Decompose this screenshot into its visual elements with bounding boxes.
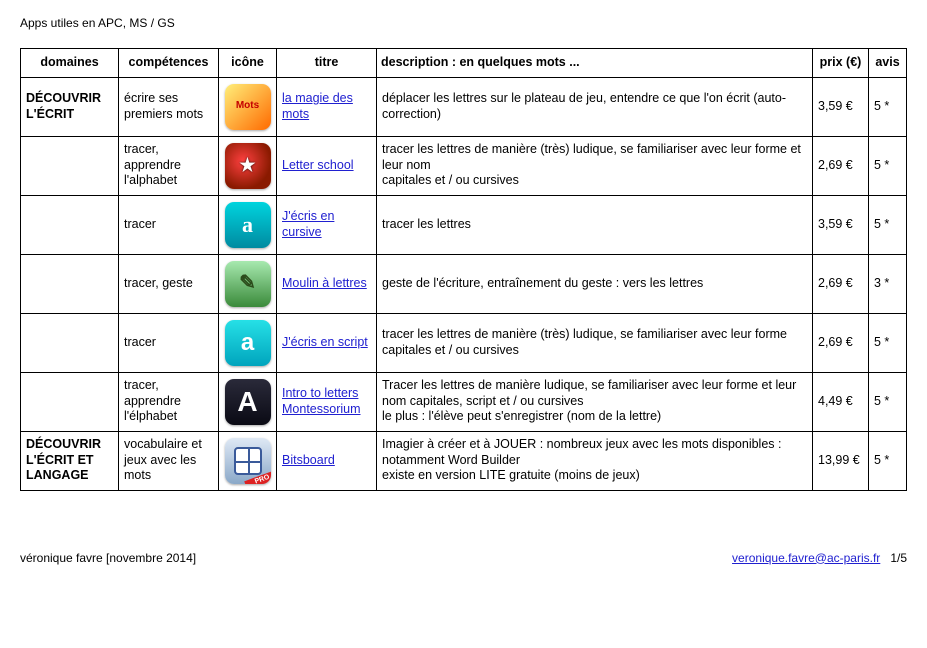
col-icone: icône bbox=[219, 49, 277, 78]
app-icon: a bbox=[225, 202, 271, 248]
cell-titre: Letter school bbox=[277, 136, 377, 195]
cell-avis: 5 * bbox=[869, 372, 907, 431]
page-footer: véronique favre [novembre 2014] veroniqu… bbox=[20, 551, 907, 565]
col-description: description : en quelques mots ... bbox=[377, 49, 813, 78]
cell-titre: Moulin à lettres bbox=[277, 254, 377, 313]
cell-domaine bbox=[21, 254, 119, 313]
cell-titre: la magie des mots bbox=[277, 77, 377, 136]
cell-prix: 2,69 € bbox=[813, 136, 869, 195]
app-title-link[interactable]: J'écris en script bbox=[282, 335, 368, 349]
col-titre: titre bbox=[277, 49, 377, 78]
footer-author: véronique favre [novembre 2014] bbox=[20, 551, 196, 565]
cell-icone: PRO bbox=[219, 431, 277, 490]
cell-prix: 4,49 € bbox=[813, 372, 869, 431]
cell-prix: 13,99 € bbox=[813, 431, 869, 490]
table-row: tracer, geste Moulin à lettres geste de l'… bbox=[21, 254, 907, 313]
cell-prix: 2,69 € bbox=[813, 254, 869, 313]
cell-icone: a bbox=[219, 313, 277, 372]
footer-right: veronique.favre@ac-paris.fr 1/5 bbox=[732, 551, 907, 565]
cell-domaine: DÉCOUVRIR L'ÉCRIT ET LANGAGE bbox=[21, 431, 119, 490]
cell-description: geste de l'écriture, entraînement du ges… bbox=[377, 254, 813, 313]
app-title-link[interactable]: J'écris en cursive bbox=[282, 209, 334, 239]
cell-description: tracer les lettres bbox=[377, 195, 813, 254]
cell-competence: vocabulaire et jeux avec les mots bbox=[119, 431, 219, 490]
app-icon: Mots bbox=[225, 84, 271, 130]
app-icon bbox=[225, 143, 271, 189]
app-icon: A bbox=[225, 379, 271, 425]
cell-description: Imagier à créer et à JOUER : nombreux je… bbox=[377, 431, 813, 490]
app-title-link[interactable]: Bitsboard bbox=[282, 453, 335, 467]
cell-icone: Mots bbox=[219, 77, 277, 136]
cell-titre: J'écris en script bbox=[277, 313, 377, 372]
cell-icone: a bbox=[219, 195, 277, 254]
col-competences: compétences bbox=[119, 49, 219, 78]
app-title-link[interactable]: la magie des mots bbox=[282, 91, 353, 121]
cell-competence: tracer, apprendre l'élphabet bbox=[119, 372, 219, 431]
app-icon: PRO bbox=[225, 438, 271, 484]
cell-icone bbox=[219, 136, 277, 195]
footer-email-link[interactable]: veronique.favre@ac-paris.fr bbox=[732, 551, 880, 565]
table-header-row: domaines compétences icône titre descrip… bbox=[21, 49, 907, 78]
cell-icone bbox=[219, 254, 277, 313]
cell-avis: 5 * bbox=[869, 313, 907, 372]
table-row: tracer, apprendre l'alphabet Letter schoo… bbox=[21, 136, 907, 195]
cell-titre: Bitsboard bbox=[277, 431, 377, 490]
col-avis: avis bbox=[869, 49, 907, 78]
app-title-link[interactable]: Letter school bbox=[282, 158, 354, 172]
cell-competence: tracer bbox=[119, 195, 219, 254]
cell-avis: 5 * bbox=[869, 195, 907, 254]
table-row: tracera J'écris en cursive tracer les lett… bbox=[21, 195, 907, 254]
cell-titre: J'écris en cursive bbox=[277, 195, 377, 254]
cell-domaine bbox=[21, 136, 119, 195]
cell-avis: 3 * bbox=[869, 254, 907, 313]
cell-domaine bbox=[21, 372, 119, 431]
cell-avis: 5 * bbox=[869, 431, 907, 490]
cell-avis: 5 * bbox=[869, 77, 907, 136]
cell-titre: Intro to letters Montessorium bbox=[277, 372, 377, 431]
cell-competence: écrire ses premiers mots bbox=[119, 77, 219, 136]
app-icon bbox=[225, 261, 271, 307]
cell-description: Tracer les lettres de manière ludique, s… bbox=[377, 372, 813, 431]
cell-competence: tracer, apprendre l'alphabet bbox=[119, 136, 219, 195]
cell-description: déplacer les lettres sur le plateau de j… bbox=[377, 77, 813, 136]
cell-competence: tracer, geste bbox=[119, 254, 219, 313]
page-header: Apps utiles en APC, MS / GS bbox=[20, 16, 907, 30]
table-row: DÉCOUVRIR L'ÉCRITécrire ses premiers mot… bbox=[21, 77, 907, 136]
app-title-link[interactable]: Intro to letters Montessorium bbox=[282, 386, 361, 416]
table-row: tracer, apprendre l'élphabetA Intro to le… bbox=[21, 372, 907, 431]
cell-avis: 5 * bbox=[869, 136, 907, 195]
table-row: tracera J'écris en script tracer les lettr… bbox=[21, 313, 907, 372]
apps-table: domaines compétences icône titre descrip… bbox=[20, 48, 907, 491]
cell-domaine bbox=[21, 313, 119, 372]
cell-description: tracer les lettres de manière (très) lud… bbox=[377, 136, 813, 195]
app-title-link[interactable]: Moulin à lettres bbox=[282, 276, 367, 290]
cell-icone: A bbox=[219, 372, 277, 431]
cell-domaine bbox=[21, 195, 119, 254]
table-body: DÉCOUVRIR L'ÉCRITécrire ses premiers mot… bbox=[21, 77, 907, 490]
cell-description: tracer les lettres de manière (très) lud… bbox=[377, 313, 813, 372]
cell-competence: tracer bbox=[119, 313, 219, 372]
cell-prix: 3,59 € bbox=[813, 195, 869, 254]
cell-prix: 2,69 € bbox=[813, 313, 869, 372]
col-prix: prix (€) bbox=[813, 49, 869, 78]
cell-domaine: DÉCOUVRIR L'ÉCRIT bbox=[21, 77, 119, 136]
cell-prix: 3,59 € bbox=[813, 77, 869, 136]
footer-page-number: 1/5 bbox=[890, 551, 907, 565]
col-domaines: domaines bbox=[21, 49, 119, 78]
table-row: DÉCOUVRIR L'ÉCRIT ET LANGAGEvocabulaire … bbox=[21, 431, 907, 490]
app-icon: a bbox=[225, 320, 271, 366]
